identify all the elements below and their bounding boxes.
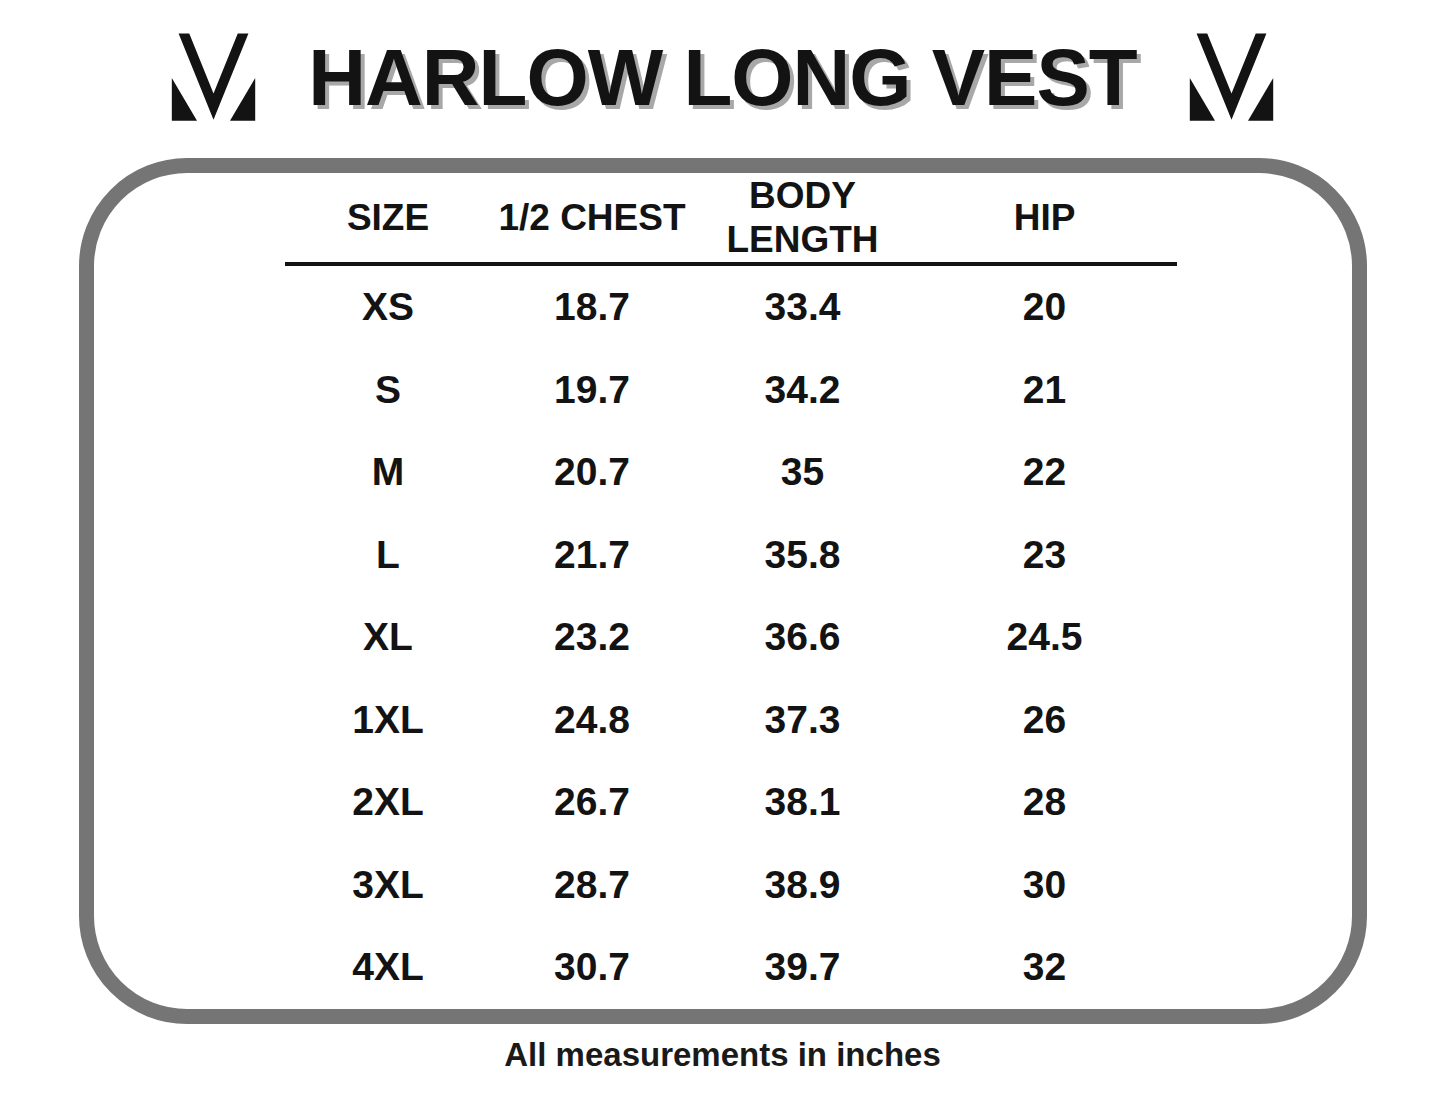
column-header-body-length: BODY LENGTH	[693, 174, 912, 264]
table-row: 3XL28.738.930	[285, 844, 1177, 927]
table-row: S19.734.221	[285, 349, 1177, 432]
measurement-cell: 38.1	[693, 761, 912, 844]
column-header-size: SIZE	[285, 174, 491, 264]
measurement-cell: 28	[912, 761, 1177, 844]
measurement-cell: 30.7	[491, 926, 693, 1009]
table-row: 1XL24.837.326	[285, 679, 1177, 762]
measurement-cell: 37.3	[693, 679, 912, 762]
brand-m-logo-left	[165, 26, 262, 130]
measurement-cell: 36.6	[693, 596, 912, 679]
measurement-cell: 24.5	[912, 596, 1177, 679]
header-row: SIZE 1/2 CHEST BODY LENGTH HIP	[285, 174, 1177, 264]
size-chart-table: SIZE 1/2 CHEST BODY LENGTH HIP XS18.733.…	[285, 174, 1177, 1009]
table-row: 4XL30.739.732	[285, 926, 1177, 1009]
measurement-cell: 23.2	[491, 596, 693, 679]
size-label: L	[285, 514, 491, 597]
measurement-cell: 38.9	[693, 844, 912, 927]
measurement-cell: 19.7	[491, 349, 693, 432]
size-table-header: SIZE 1/2 CHEST BODY LENGTH HIP	[285, 174, 1177, 264]
table-row: XS18.733.420	[285, 264, 1177, 349]
measurement-cell: 35.8	[693, 514, 912, 597]
table-row: 2XL26.738.128	[285, 761, 1177, 844]
measurement-cell: 18.7	[491, 264, 693, 349]
size-label: 1XL	[285, 679, 491, 762]
size-table-body: XS18.733.420S19.734.221M20.73522L21.735.…	[285, 264, 1177, 1009]
page-title: HARLOW LONG VEST	[308, 32, 1136, 124]
measurement-cell: 23	[912, 514, 1177, 597]
table-row: M20.73522	[285, 431, 1177, 514]
measurement-cell: 20.7	[491, 431, 693, 514]
measurement-cell: 22	[912, 431, 1177, 514]
measurement-cell: 28.7	[491, 844, 693, 927]
measurement-cell: 26	[912, 679, 1177, 762]
size-label: 3XL	[285, 844, 491, 927]
header: HARLOW LONG VEST	[0, 20, 1445, 136]
table-row: XL23.236.624.5	[285, 596, 1177, 679]
size-label: 4XL	[285, 926, 491, 1009]
measurement-cell: 35	[693, 431, 912, 514]
size-chart-page: HARLOW LONG VEST SIZE 1/2 CHEST BODY LE	[0, 0, 1445, 1116]
measurement-cell: 21.7	[491, 514, 693, 597]
size-label: S	[285, 349, 491, 432]
size-label: 2XL	[285, 761, 491, 844]
measurement-cell: 39.7	[693, 926, 912, 1009]
measurement-cell: 33.4	[693, 264, 912, 349]
measurement-cell: 26.7	[491, 761, 693, 844]
measurement-cell: 20	[912, 264, 1177, 349]
size-label: XS	[285, 264, 491, 349]
measurement-cell: 21	[912, 349, 1177, 432]
size-label: XL	[285, 596, 491, 679]
brand-m-logo-right	[1183, 26, 1280, 130]
size-label: M	[285, 431, 491, 514]
table-row: L21.735.823	[285, 514, 1177, 597]
column-header-half-chest: 1/2 CHEST	[491, 174, 693, 264]
measurement-cell: 30	[912, 844, 1177, 927]
measurement-cell: 34.2	[693, 349, 912, 432]
units-note: All measurements in inches	[0, 1036, 1445, 1074]
column-header-hip: HIP	[912, 174, 1177, 264]
measurement-cell: 32	[912, 926, 1177, 1009]
measurement-cell: 24.8	[491, 679, 693, 762]
